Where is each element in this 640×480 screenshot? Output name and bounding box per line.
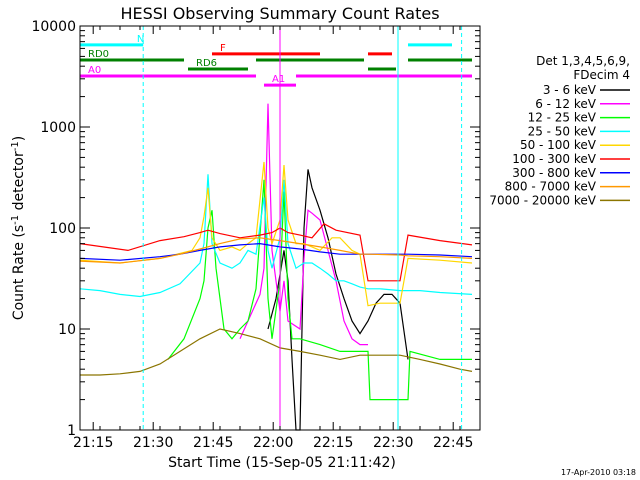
y-tick-label-3: 1000 bbox=[40, 120, 76, 136]
legend-label-5: 100 - 300 keV bbox=[512, 152, 596, 166]
y-axis-label-end: ) bbox=[11, 136, 27, 141]
series-line-5 bbox=[79, 223, 473, 282]
y-axis-ticks: 1 10 100 1000 10000 bbox=[31, 19, 480, 439]
flag-label-4: A0 bbox=[88, 65, 101, 76]
legend-label-8: 7000 - 20000 keV bbox=[489, 193, 596, 207]
x-tick-label-4: 22:15 bbox=[313, 435, 353, 451]
y-axis-label-sup2: -1 bbox=[10, 141, 21, 151]
x-axis-label: Start Time (15-Sep-05 21:11:42) bbox=[168, 455, 396, 471]
y-axis-label-sup1: -1 bbox=[10, 215, 21, 225]
x-tick-label-2: 21:45 bbox=[193, 435, 233, 451]
series-line-0 bbox=[267, 169, 409, 431]
legend-label-1: 6 - 12 keV bbox=[535, 97, 597, 111]
y-tick-label-0: 1 bbox=[67, 423, 76, 439]
series-lines bbox=[79, 103, 473, 431]
legend-label-7: 800 - 7000 keV bbox=[505, 180, 597, 194]
y-axis-label-mid: detector bbox=[11, 151, 27, 215]
legend-label-3: 25 - 50 keV bbox=[528, 124, 597, 138]
series-line-2 bbox=[167, 179, 472, 401]
footer-timestamp: 17-Apr-2010 03:18 bbox=[561, 468, 636, 477]
x-axis-ticks: 21:15 21:30 21:45 22:00 22:15 22:30 22:45 bbox=[73, 26, 481, 451]
x-tick-label-1: 21:30 bbox=[133, 435, 173, 451]
flag-label-1: F bbox=[220, 43, 226, 54]
x-tick-label-0: 21:15 bbox=[73, 435, 113, 451]
flag-label-5: A1 bbox=[272, 74, 285, 85]
series-line-1 bbox=[239, 103, 368, 346]
y-axis-label-main: Count Rate (s bbox=[11, 225, 27, 320]
legend-label-4: 50 - 100 keV bbox=[520, 138, 597, 152]
legend-label-6: 300 - 800 keV bbox=[512, 166, 596, 180]
chart-title: HESSI Observing Summary Count Rates bbox=[120, 4, 439, 23]
flag-label-0: N bbox=[137, 34, 144, 45]
x-tick-label-3: 22:00 bbox=[253, 435, 293, 451]
y-tick-label-1: 10 bbox=[58, 322, 76, 338]
x-tick-label-5: 22:30 bbox=[373, 435, 413, 451]
y-tick-label-2: 100 bbox=[49, 221, 76, 237]
legend-label-2: 12 - 25 keV bbox=[528, 111, 597, 125]
y-tick-label-4: 10000 bbox=[31, 19, 76, 35]
legend-header-line-1: Det 1,3,4,5,6,9, bbox=[536, 54, 630, 68]
flag-bars: N F RD0 RD6 A0 A1 bbox=[80, 34, 472, 87]
series-line-3 bbox=[79, 174, 473, 298]
x-tick-label-6: 22:45 bbox=[433, 435, 473, 451]
y-axis-label: Count Rate (s-1 detector-1) bbox=[10, 136, 27, 320]
flag-label-3: RD6 bbox=[196, 58, 217, 69]
legend-label-0: 3 - 6 keV bbox=[543, 83, 597, 97]
flag-label-2: RD0 bbox=[88, 49, 109, 60]
legend-header-line-2: FDecim 4 bbox=[573, 68, 630, 82]
series-line-7 bbox=[79, 237, 473, 264]
